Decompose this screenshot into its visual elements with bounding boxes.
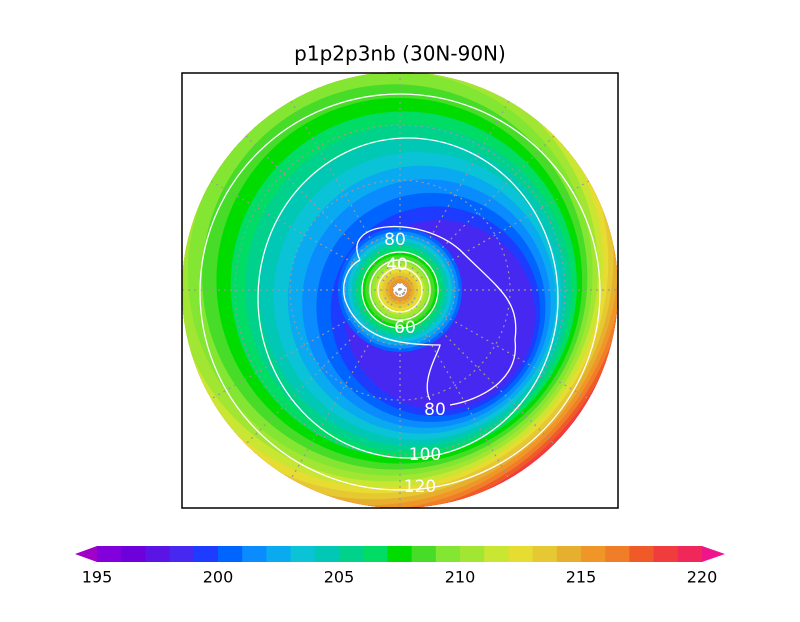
colorbar-box [677, 546, 703, 562]
colorbar-label: 215 [566, 568, 597, 587]
filled-contours [182, 72, 618, 508]
contour-lines [199, 93, 601, 491]
colorbar: 195 200 205 210 215 220 [75, 546, 725, 587]
colorbar-box [556, 546, 582, 562]
colorbar-box [242, 546, 267, 562]
colorbar-box [339, 546, 364, 562]
graticule [182, 72, 618, 508]
colorbar-box [508, 546, 534, 562]
contour-label: 120 [404, 477, 436, 497]
title: p1p2p3nb (30N-90N) [294, 42, 506, 66]
colorbar-label: 205 [324, 568, 355, 587]
contour-label: 60 [394, 318, 416, 338]
colorbar-box [121, 546, 146, 562]
contour-labels: 80 40 60 80 100 120 [384, 230, 446, 497]
colorbar-end [702, 546, 725, 562]
colorbar-box [97, 546, 122, 562]
colorbar-box [314, 546, 340, 562]
colorbar-box [387, 546, 413, 562]
contour-label: 80 [384, 230, 406, 250]
colorbar-label: 210 [445, 568, 476, 587]
colorbar-box [169, 546, 195, 562]
colorbar-box [581, 546, 606, 562]
colorbar-label: 195 [82, 568, 113, 587]
colorbar-box [266, 546, 292, 562]
colorbar-box [193, 546, 219, 562]
colorbar-label: 220 [687, 568, 718, 587]
colorbar-box [484, 546, 509, 562]
map-frame [181, 72, 619, 509]
colorbar-box [532, 546, 558, 562]
contour-label: 80 [424, 400, 446, 420]
colorbar-box [145, 546, 171, 562]
colorbar-box [290, 546, 316, 562]
colorbar-box [218, 546, 243, 562]
colorbar-box [653, 546, 679, 562]
colorbar-box [363, 546, 388, 562]
colorbar-box [411, 546, 437, 562]
colorbar-end [75, 546, 97, 562]
colorbar-box [435, 546, 461, 562]
colorbar-label: 200 [203, 568, 234, 587]
colorbar-box [605, 546, 630, 562]
colorbar-box [629, 546, 655, 562]
contour-label: 40 [386, 255, 408, 275]
colorbar-box [460, 546, 485, 562]
contour-label: 100 [409, 445, 441, 465]
